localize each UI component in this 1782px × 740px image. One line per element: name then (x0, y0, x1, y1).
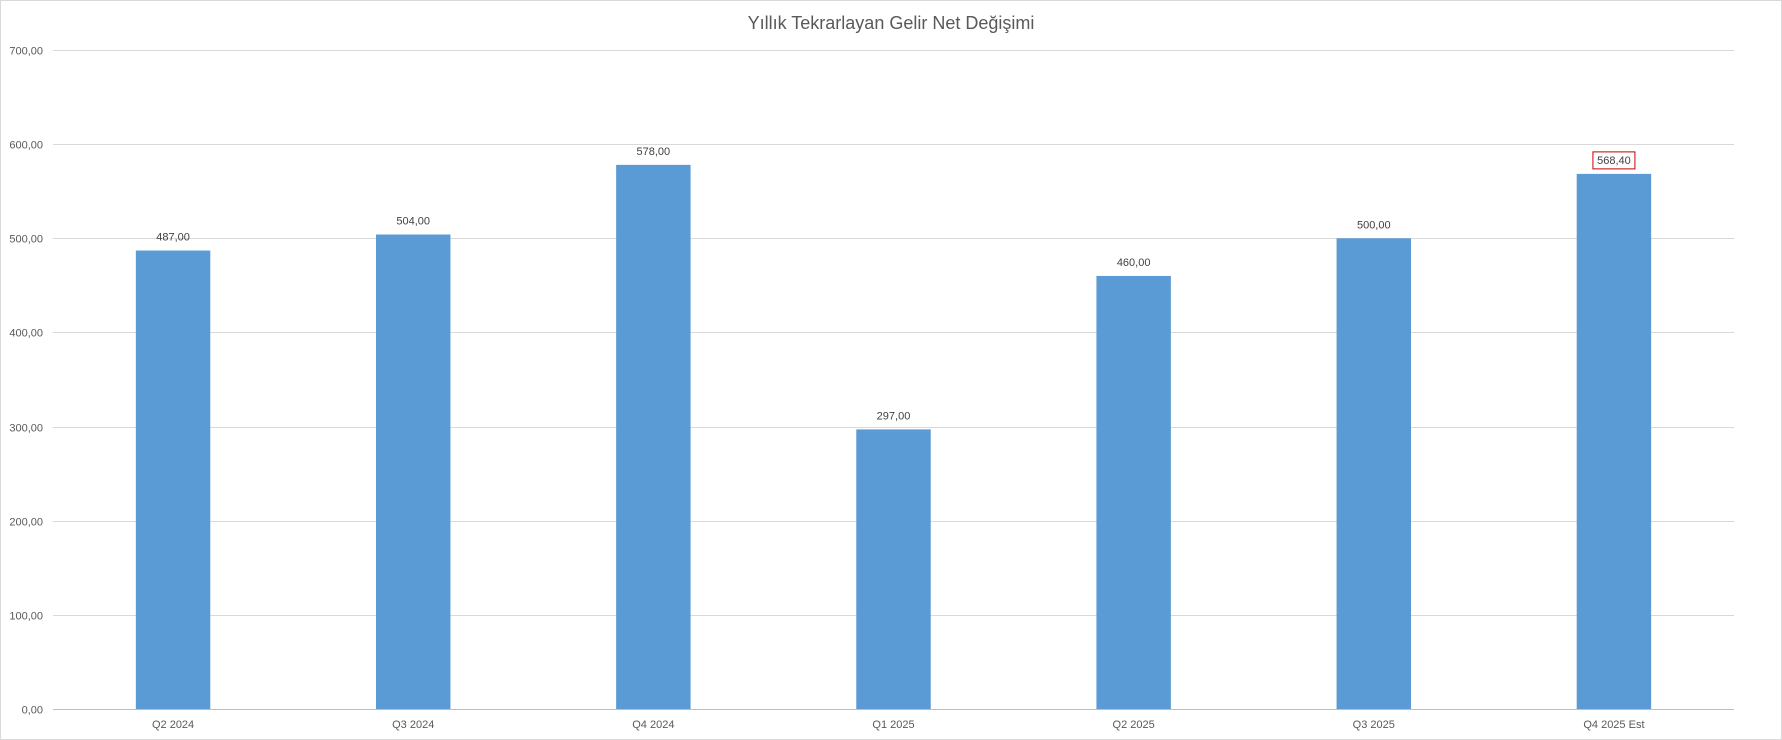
chart-title: Yıllık Tekrarlayan Gelir Net Değişimi (748, 13, 1035, 33)
data-label: 504,00 (396, 216, 430, 228)
x-tick-label: Q4 2024 (632, 719, 674, 731)
x-tick-label: Q3 2025 (1353, 719, 1395, 731)
data-label: 297,00 (877, 410, 911, 422)
y-tick-label: 200,00 (9, 517, 43, 529)
x-tick-label: Q1 2025 (872, 719, 914, 731)
data-label: 578,00 (637, 146, 671, 158)
x-tick-label: Q3 2024 (392, 719, 434, 731)
bar (1576, 173, 1652, 710)
y-tick-label: 100,00 (9, 611, 43, 623)
y-tick-label: 600,00 (9, 140, 43, 152)
bar (616, 164, 691, 710)
x-axis-ticks: Q2 2024 Q3 2024 Q4 2024 Q1 2025 Q2 2025 Q3 20… (152, 719, 1645, 731)
bar (375, 234, 451, 709)
x-tick-label: Q4 2025 Est (1583, 719, 1644, 731)
x-tick-label: Q2 2024 (152, 719, 194, 731)
y-tick-label: 0,00 (22, 705, 43, 717)
y-tick-label: 500,00 (9, 234, 43, 246)
data-label: 460,00 (1117, 257, 1151, 269)
data-label: 487,00 (156, 232, 190, 244)
data-label: 568,40 (1597, 155, 1631, 167)
bar (1336, 238, 1412, 710)
x-tick-label: Q2 2025 (1113, 719, 1155, 731)
y-axis-ticks: 0,00 100,00 200,00 300,00 400,00 500,00 600,00… (9, 46, 43, 717)
highlighted-label-box (1592, 151, 1636, 170)
data-label: 500,00 (1357, 219, 1391, 231)
bar (1096, 275, 1171, 709)
bars (135, 164, 1652, 710)
data-labels: 487,00 504,00 578,00 297,00 460,00 500,00 568,… (156, 146, 1636, 422)
y-tick-label: 400,00 (9, 328, 43, 340)
y-tick-label: 300,00 (9, 423, 43, 435)
bar (135, 250, 211, 709)
bar (856, 429, 931, 709)
y-tick-label: 700,00 (9, 46, 43, 58)
